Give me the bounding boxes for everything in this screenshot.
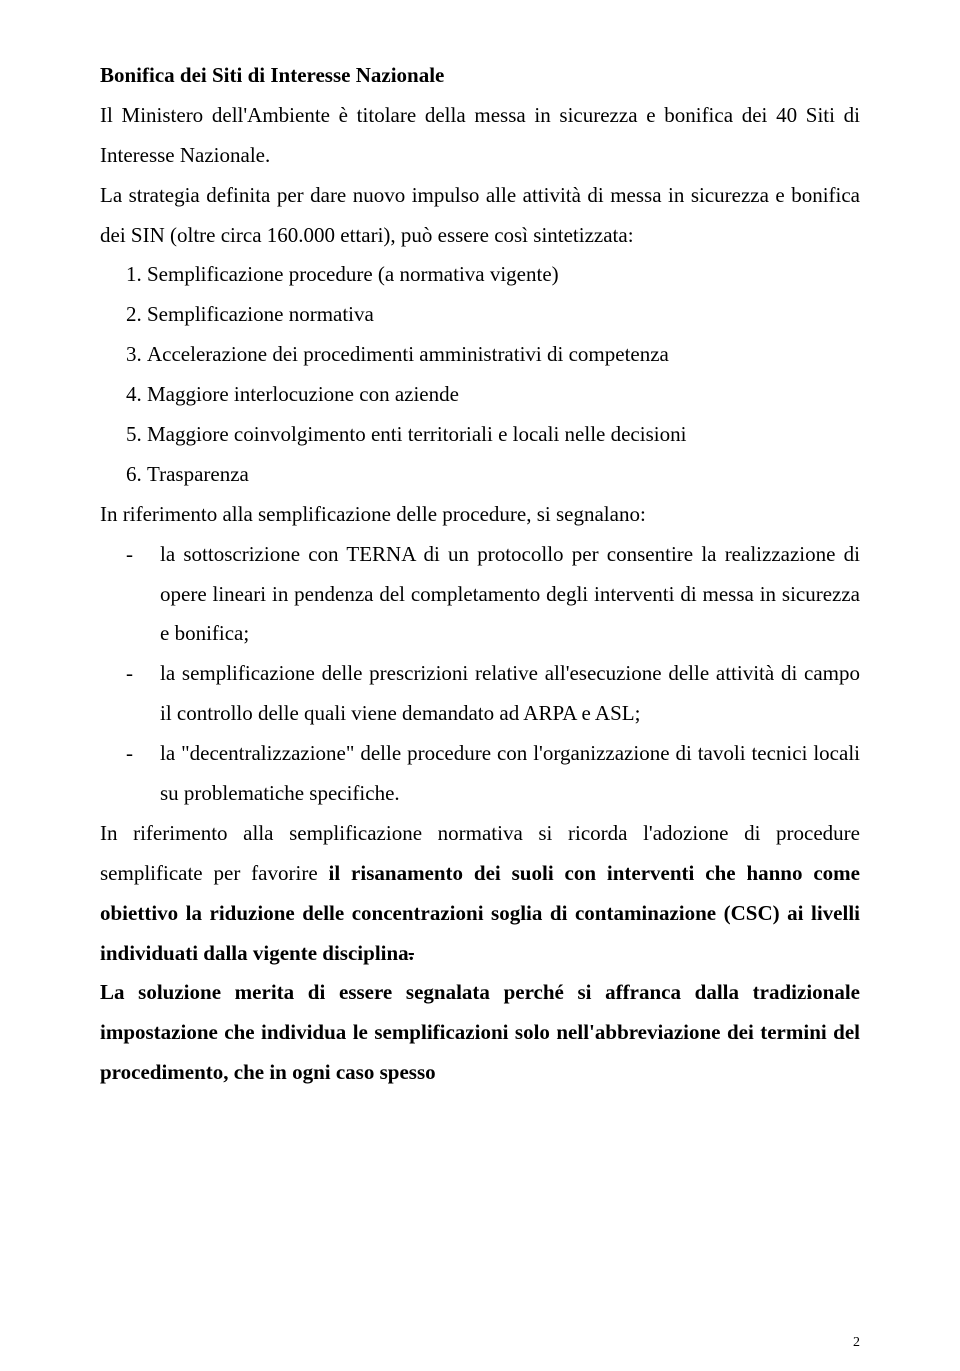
list-item-text: Semplificazione procedure (a normativa v…: [147, 262, 559, 286]
list-item-text: Maggiore coinvolgimento enti territorial…: [147, 422, 686, 446]
dash-item-text: la semplificazione delle prescrizioni re…: [160, 661, 860, 725]
page-number: 2: [853, 1335, 860, 1351]
list-item-text: Accelerazione dei procedimenti amministr…: [147, 342, 669, 366]
dash-item: la sottoscrizione con TERNA di un protoc…: [100, 535, 860, 655]
list-item: 3. Accelerazione dei procedimenti ammini…: [100, 335, 860, 375]
list-item: 4. Maggiore interlocuzione con aziende: [100, 375, 860, 415]
list-item-text: Maggiore interlocuzione con aziende: [147, 382, 459, 406]
section-heading: Bonifica dei Siti di Interesse Nazionale: [100, 56, 860, 96]
list-item: 2. Semplificazione normativa: [100, 295, 860, 335]
dash-item: la "decentralizzazione" delle procedure …: [100, 734, 860, 814]
paragraph-conclusion: La soluzione merita di essere segnalata …: [100, 973, 860, 1093]
paragraph-intro-2: La strategia definita per dare nuovo imp…: [100, 176, 860, 256]
text-strike: .: [409, 941, 414, 965]
paragraph-ref-normativa: In riferimento alla semplificazione norm…: [100, 814, 860, 974]
paragraph-intro-1: Il Ministero dell'Ambiente è titolare de…: [100, 96, 860, 176]
document-page: Bonifica dei Siti di Interesse Nazionale…: [0, 0, 960, 1371]
list-item: 1. Semplificazione procedure (a normativ…: [100, 255, 860, 295]
list-item: 6. Trasparenza: [100, 455, 860, 495]
list-item: 5. Maggiore coinvolgimento enti territor…: [100, 415, 860, 455]
dash-list: la sottoscrizione con TERNA di un protoc…: [100, 535, 860, 814]
list-item-text: Trasparenza: [147, 462, 249, 486]
numbered-list: 1. Semplificazione procedure (a normativ…: [100, 255, 860, 494]
dash-item-text: la sottoscrizione con TERNA di un protoc…: [160, 542, 860, 646]
dash-item-text: la "decentralizzazione" delle procedure …: [160, 741, 860, 805]
dash-item: la semplificazione delle prescrizioni re…: [100, 654, 860, 734]
list-item-text: Semplificazione normativa: [147, 302, 374, 326]
paragraph-ref-procedures: In riferimento alla semplificazione dell…: [100, 495, 860, 535]
